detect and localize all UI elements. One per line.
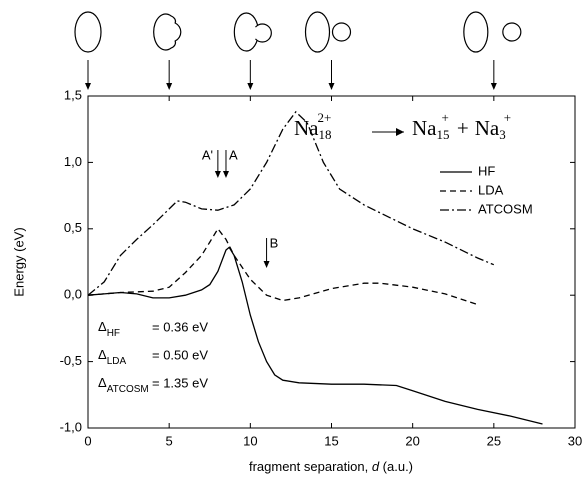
legend-label: ATCOSM bbox=[478, 201, 533, 216]
y-tick-label: 0,0 bbox=[64, 287, 82, 302]
shape-arrow-head bbox=[328, 83, 335, 90]
gap-label: ΔLDA bbox=[98, 347, 126, 366]
gap-subscript: HF bbox=[107, 328, 120, 339]
y-tick-label: 1,5 bbox=[64, 87, 82, 102]
gap-label: ΔHF bbox=[98, 319, 120, 338]
gap-symbol: Δ bbox=[98, 319, 107, 334]
r: + bbox=[442, 110, 449, 125]
x-tick-label: 20 bbox=[405, 433, 419, 448]
fragment bbox=[502, 22, 522, 42]
r: + bbox=[504, 110, 511, 125]
r: + bbox=[457, 116, 469, 140]
x-tick-label: 0 bbox=[84, 433, 91, 448]
x-tick-label: 15 bbox=[324, 433, 338, 448]
fragment bbox=[252, 23, 272, 43]
reaction-right: Na15+ + Na3+ bbox=[412, 110, 511, 142]
marker-arrow-head bbox=[263, 261, 270, 268]
legend-label: HF bbox=[478, 163, 495, 178]
y-axis-label: Energy (eV) bbox=[11, 227, 26, 296]
overlap bbox=[252, 26, 257, 40]
gap-symbol: Δ bbox=[98, 375, 107, 390]
y-tick-label: 1,0 bbox=[64, 154, 82, 169]
nucleus bbox=[74, 11, 102, 53]
shape-arrow-head bbox=[490, 83, 497, 90]
gap-symbol: Δ bbox=[98, 347, 107, 362]
x-tick-label: 25 bbox=[487, 433, 501, 448]
shape-arrow-head bbox=[247, 83, 254, 90]
fragment-shape bbox=[233, 12, 272, 52]
series-line bbox=[87, 110, 495, 296]
x-axis-label: fragment separation, d (a.u.) bbox=[249, 459, 413, 474]
marker-arrow-head bbox=[214, 171, 221, 178]
marker-arrow-head bbox=[222, 171, 229, 178]
x-tick-label: 30 bbox=[568, 433, 582, 448]
fragment bbox=[331, 22, 352, 42]
reaction-arrow-head bbox=[396, 128, 404, 136]
r: Na bbox=[294, 116, 319, 140]
x-label-part: fragment separation, bbox=[249, 459, 372, 474]
legend-label: LDA bbox=[478, 182, 504, 197]
r: 3 bbox=[499, 127, 506, 142]
r: 2+ bbox=[318, 110, 332, 125]
fragment-shape bbox=[153, 13, 182, 51]
fragment-shape bbox=[463, 11, 522, 53]
series-line bbox=[87, 227, 478, 306]
nucleus bbox=[304, 11, 331, 53]
marker-label: A' bbox=[202, 147, 213, 162]
r: Na bbox=[475, 116, 500, 140]
gap-subscript: LDA bbox=[107, 356, 127, 367]
shape-arrow-head bbox=[85, 83, 91, 90]
x-label-part: d bbox=[372, 459, 380, 474]
y-tick-label: -0,5 bbox=[60, 353, 82, 368]
marker-label: A bbox=[229, 147, 238, 162]
r: 18 bbox=[319, 127, 332, 142]
shape-arrow-head bbox=[166, 83, 173, 90]
y-tick-label: 0,5 bbox=[64, 220, 82, 235]
gap-subscript: ATCOSM bbox=[107, 384, 149, 395]
x-tick-label: 5 bbox=[166, 433, 173, 448]
nucleus bbox=[463, 11, 489, 53]
r: 15 bbox=[437, 127, 450, 142]
fragment-shape bbox=[304, 11, 352, 53]
gap-value: = 1.35 eV bbox=[152, 375, 208, 390]
nucleus bbox=[153, 13, 182, 51]
series-line bbox=[87, 246, 543, 425]
reaction-left: Na18 2+ bbox=[294, 110, 332, 142]
gap-value: = 0.36 eV bbox=[152, 319, 208, 334]
fragment-shape bbox=[74, 11, 102, 53]
marker-label: B bbox=[270, 235, 279, 250]
gap-label: ΔATCOSM bbox=[98, 375, 149, 394]
gap-value: = 0.50 eV bbox=[152, 347, 208, 362]
r: Na bbox=[412, 116, 437, 140]
y-tick-label: -1,0 bbox=[60, 419, 82, 434]
x-label-part: (a.u.) bbox=[379, 459, 413, 474]
x-tick-label: 10 bbox=[243, 433, 257, 448]
